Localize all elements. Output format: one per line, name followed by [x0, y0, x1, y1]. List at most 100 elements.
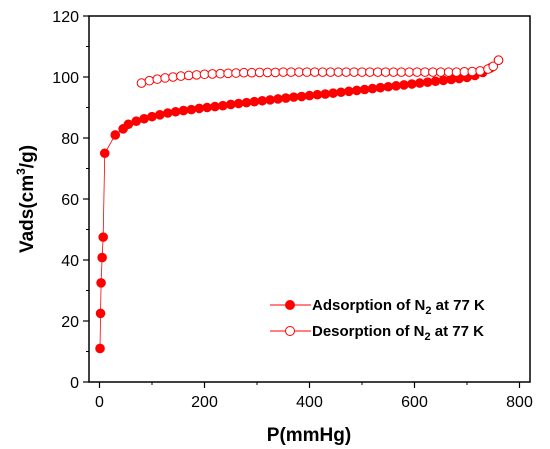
desorption-point	[412, 67, 422, 77]
y-tick-label: 40	[61, 253, 79, 270]
adsorption-point	[375, 82, 386, 93]
adsorption-point	[97, 252, 107, 263]
desorption-point	[223, 68, 233, 79]
adsorption-point	[422, 77, 433, 87]
desorption-point	[176, 71, 186, 81]
desorption-point	[215, 68, 226, 79]
adsorption-point	[99, 148, 110, 159]
adsorption-point	[296, 91, 307, 102]
desorption-point	[333, 67, 344, 77]
adsorption-point	[288, 92, 299, 102]
legend-label-adsorption: Adsorption of N2 at 77 K	[312, 297, 485, 317]
desorption-point	[488, 61, 499, 72]
y-tick-label: 0	[70, 375, 79, 392]
legend-item-desorption: Desorption of N2 at 77 K	[270, 323, 484, 343]
adsorption-point	[414, 78, 425, 88]
adsorption-point	[438, 75, 449, 86]
desorption-point	[475, 66, 485, 76]
y-tick-label: 60	[61, 192, 79, 209]
desorption-point	[136, 78, 147, 88]
adsorption-point	[312, 89, 323, 100]
desorption-point	[380, 67, 391, 77]
y-axis-title: Vads(cm3/g)	[14, 145, 38, 253]
desorption-point	[443, 67, 454, 77]
adsorption-point	[320, 89, 331, 99]
x-tick-label: 0	[95, 394, 104, 411]
desorption-point	[160, 73, 170, 83]
legend-marker-desorption	[285, 326, 295, 336]
desorption-point	[152, 74, 163, 84]
desorption-point	[372, 67, 383, 77]
adsorption-point	[95, 308, 106, 319]
desorption-point	[325, 67, 336, 77]
legend-marker-adsorption	[285, 300, 295, 310]
adsorption-point	[233, 98, 244, 109]
adsorption-point	[391, 81, 401, 91]
adsorption-point	[123, 119, 134, 130]
legend-item-adsorption: Adsorption of N2 at 77 K	[270, 297, 485, 317]
desorption-point	[467, 66, 478, 77]
adsorption-point	[281, 93, 291, 103]
desorption-point	[207, 69, 218, 79]
adsorption-point	[383, 81, 394, 92]
adsorption-point	[155, 110, 165, 120]
adsorption-point	[95, 343, 105, 354]
desorption-point	[420, 67, 430, 77]
legend-label-desorption: Desorption of N2 at 77 K	[312, 323, 484, 343]
axis-ticks: 0 200 400 600 800 0 20 40 60 80 100 120	[52, 9, 533, 411]
adsorption-point	[170, 106, 181, 117]
adsorption-point	[265, 95, 275, 105]
desorption-point	[199, 69, 210, 80]
desorption-point	[191, 70, 202, 80]
adsorption-point	[304, 90, 315, 101]
y-tick-label: 120	[52, 9, 79, 26]
desorption-point	[396, 67, 407, 77]
desorption-point	[294, 67, 304, 77]
desorption-point	[246, 67, 257, 78]
desorption-point	[286, 67, 296, 77]
y-tick-label: 100	[52, 70, 79, 87]
adsorption-point	[328, 88, 338, 98]
adsorption-point	[210, 101, 220, 112]
y-tick-label: 80	[61, 131, 79, 148]
desorption-point	[302, 67, 312, 77]
legend: Adsorption of N2 at 77 K Desorption of N…	[270, 297, 485, 343]
adsorption-point	[257, 95, 268, 106]
adsorption-point	[407, 79, 417, 89]
desorption-point	[435, 67, 446, 77]
desorption-point	[254, 67, 265, 78]
desorption-point	[183, 70, 194, 81]
desorption-point	[317, 67, 328, 77]
adsorption-point	[399, 80, 409, 90]
x-tick-label: 400	[296, 394, 323, 411]
adsorption-point	[178, 105, 189, 116]
desorption-point	[239, 67, 249, 78]
x-tick-label: 600	[401, 394, 428, 411]
desorption-point	[404, 67, 415, 77]
desorption-point	[278, 67, 289, 77]
desorption-point	[428, 67, 438, 77]
x-axis-title: P(mmHg)	[267, 425, 351, 446]
adsorption-point	[241, 97, 252, 108]
desorption-point	[493, 55, 504, 66]
adsorption-point	[367, 83, 378, 94]
desorption-point	[365, 67, 375, 77]
x-tick-label: 200	[191, 394, 218, 411]
desorption-point	[451, 67, 462, 77]
series-layer	[95, 55, 504, 354]
desorption-point	[459, 67, 470, 77]
desorption-point	[144, 75, 155, 86]
adsorption-point	[110, 130, 121, 140]
adsorption-point	[186, 104, 197, 115]
adsorption-point	[336, 87, 346, 98]
desorption-point	[357, 67, 367, 77]
adsorption-point	[225, 99, 236, 110]
desorption-point	[341, 67, 352, 77]
adsorption-point	[249, 96, 260, 107]
adsorption-point	[430, 76, 441, 87]
y-tick-label: 20	[61, 314, 79, 331]
adsorption-point	[96, 278, 106, 288]
desorption-point	[388, 67, 399, 77]
adsorption-point	[98, 232, 108, 242]
adsorption-point	[131, 116, 142, 127]
